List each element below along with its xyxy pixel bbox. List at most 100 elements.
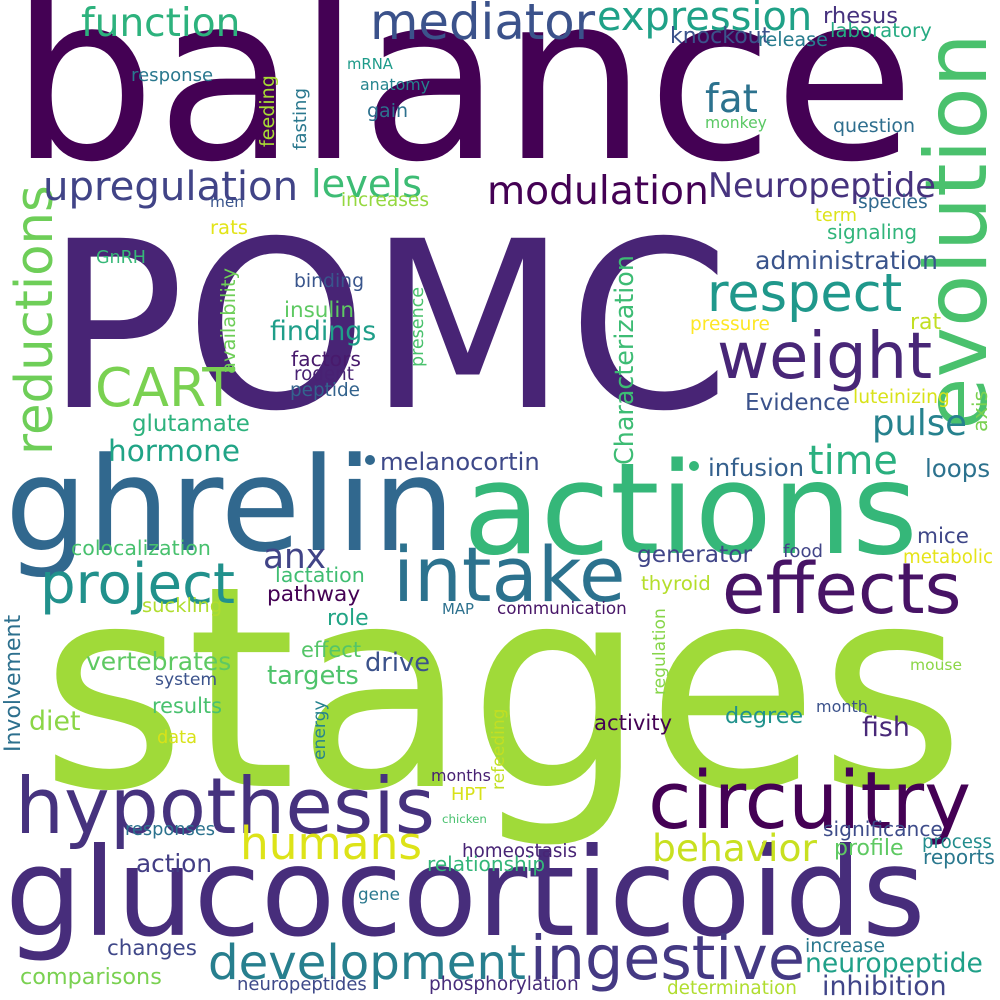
word-balance: balance (10, 0, 916, 214)
dot-marker (365, 455, 375, 465)
word-development: development (208, 934, 526, 991)
word-months: months (431, 766, 491, 786)
word-mice: mice (917, 524, 969, 550)
word-neuropeptides: neuropeptides (237, 973, 367, 995)
word-melanocortin: melanocortin (380, 447, 540, 476)
word-release: release (758, 28, 828, 52)
word-gene: gene (358, 883, 400, 904)
word-colocalization: colocalization (71, 535, 211, 560)
word-species: species (858, 191, 928, 213)
word-homeostasis: homeostasis (462, 840, 578, 862)
word-rhesus: rhesus (823, 2, 898, 29)
word-response: response (131, 64, 214, 86)
word-involvement: Involvement (1, 614, 26, 752)
word-binding: binding (294, 270, 365, 292)
word-energy: energy (310, 700, 330, 760)
word-modulation: modulation (487, 169, 709, 215)
word-map: MAP (442, 599, 475, 618)
word-presence: presence (408, 286, 428, 367)
word-chicken: chicken (442, 812, 487, 827)
word-fish: fish (862, 711, 910, 743)
word-drive: drive (365, 648, 431, 679)
word-signaling: signaling (827, 220, 918, 244)
word-intake: intake (393, 531, 626, 620)
word-gnrh: GnRH (96, 248, 146, 269)
word-hpt: HPT (451, 784, 486, 806)
word-responses: responses (125, 819, 216, 841)
word-project: project (40, 551, 236, 617)
word-hypothesis: hypothesis (15, 761, 435, 852)
word-system: system (155, 670, 218, 691)
word-circuitry: circuitry (648, 753, 971, 847)
word-month: month (816, 696, 868, 716)
word-expression: expression (597, 0, 813, 41)
word-pomc: POMC (45, 192, 730, 463)
word-behavior: behavior (652, 826, 817, 871)
word-stages: stages (40, 526, 966, 853)
word-action: action (136, 848, 212, 878)
word-time: time (808, 438, 898, 485)
word-effects: effects (722, 546, 962, 630)
word-metabolic: metabolic (903, 546, 993, 568)
word-glutamate: glutamate (132, 410, 250, 437)
word-anatomy: anatomy (360, 75, 430, 95)
word-results: results (152, 693, 222, 718)
word-function: function (81, 1, 241, 47)
word-regulation: regulation (650, 608, 670, 695)
word-ingestive: ingestive (530, 923, 805, 994)
word-data: data (157, 727, 198, 749)
word-availability: availability (217, 267, 240, 374)
word-lactation: lactation (275, 562, 365, 587)
word-knockout: knockout (670, 24, 771, 50)
word-targets: targets (267, 661, 359, 692)
word-feeding: feeding (256, 75, 279, 147)
word-food: food (783, 540, 823, 562)
word-loops: loops (925, 453, 991, 483)
word-fat: fat (705, 77, 758, 123)
word-process: process (922, 831, 992, 853)
word-pathway: pathway (267, 582, 361, 608)
word-laboratory: laboratory (830, 19, 932, 43)
word-degree: degree (725, 702, 804, 729)
word-role: role (327, 606, 369, 632)
word-findings: findings (270, 315, 377, 347)
word-axis: axis (968, 390, 992, 432)
word-mediator: mediator (370, 0, 596, 52)
word-vertebrates: vertebrates (86, 646, 232, 676)
word-increases: increases (341, 189, 430, 211)
word-reports: reports (923, 844, 995, 869)
word-neuropeptide: Neuropeptide (708, 166, 936, 206)
word-peptide: peptide (290, 379, 360, 401)
word-relationship: relationship (427, 851, 546, 876)
word-effect: effect (301, 637, 362, 662)
word-evidence: Evidence (745, 390, 851, 417)
word-fasting: fasting (290, 88, 311, 150)
word-men: men (210, 193, 245, 212)
word-weight: weight (717, 320, 933, 395)
word-characterization: Characterization (609, 255, 639, 465)
word-gain: gain (367, 99, 409, 122)
word-administration: administration (755, 246, 938, 276)
word-pressure: pressure (690, 313, 770, 335)
word-rat: rat (910, 310, 942, 336)
word-rodent: rodent (294, 363, 354, 385)
word-neuropeptide: neuropeptide (805, 947, 983, 979)
word-anx: anx (263, 536, 327, 577)
word-luteinizing: luteinizing (853, 386, 950, 408)
word-refeeding: refeeding (489, 708, 509, 790)
word-term: term (815, 206, 858, 227)
word-humans: humans (240, 817, 422, 871)
word-phosphorylation: phosphorylation (429, 973, 579, 995)
word-mouse: mouse (910, 656, 963, 675)
dot-marker (689, 461, 699, 471)
word-activity: activity (594, 710, 673, 736)
word-rats: rats (210, 216, 248, 240)
word-question: question (833, 114, 916, 137)
word-inhibition: inhibition (822, 970, 947, 1000)
word-levels: levels (311, 162, 423, 208)
word-communication: communication (497, 597, 627, 618)
word-factors: factors (291, 346, 361, 371)
word-pulse: pulse (872, 403, 967, 445)
word-reductions: reductions (5, 185, 65, 455)
